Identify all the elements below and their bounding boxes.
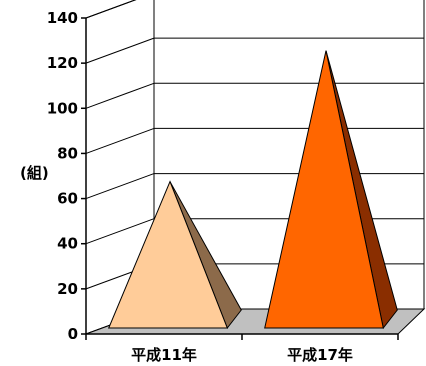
y-tick-label: 0	[68, 325, 78, 343]
y-tick-label: 40	[57, 235, 78, 253]
x-category-label: 平成11年	[131, 346, 197, 364]
grid-line	[85, 82, 424, 109]
y-tick-label: 100	[47, 99, 78, 117]
grid-line	[85, 127, 424, 154]
pyramid-front-face	[264, 50, 384, 329]
pyramid-bar	[107, 180, 242, 330]
y-tick-label: 140	[47, 9, 78, 27]
y-axis-label: (組)	[20, 164, 49, 182]
grid-line	[85, 0, 137, 19]
pyramid-bars	[107, 50, 398, 330]
y-tick-labels: 0 20 40 60 80 100 120 140	[47, 9, 87, 343]
pyramid-front-face	[107, 180, 229, 329]
y-tick-label: 60	[57, 190, 78, 208]
x-category-label: 平成17年	[287, 346, 353, 364]
y-tick-label: 120	[47, 54, 78, 72]
y-tick-label: 20	[57, 280, 78, 298]
y-tick-label: 80	[57, 144, 78, 162]
grid-line	[85, 37, 424, 64]
x-category-labels: 平成11年 平成17年	[131, 346, 353, 364]
grid-line	[85, 173, 424, 200]
pyramid-bar	[264, 50, 398, 330]
